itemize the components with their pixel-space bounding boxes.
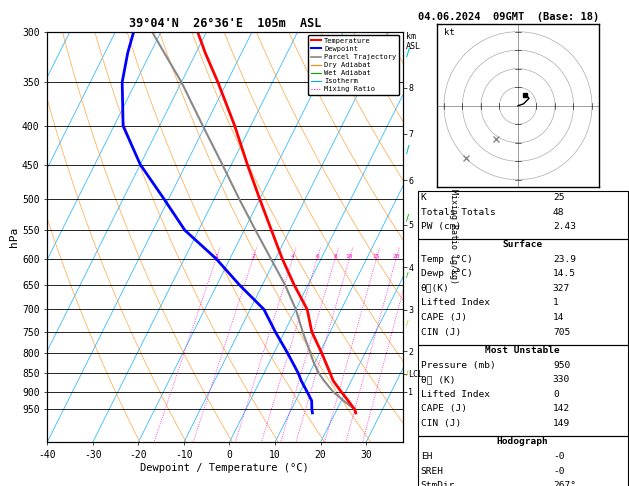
Text: Most Unstable: Most Unstable [486, 346, 560, 355]
Text: km
ASL: km ASL [406, 32, 421, 51]
Text: 330: 330 [553, 375, 570, 384]
Text: 950: 950 [553, 361, 570, 370]
Text: 14.5: 14.5 [553, 269, 576, 278]
Text: Lifted Index: Lifted Index [421, 390, 490, 399]
Text: θᴇ(K): θᴇ(K) [421, 284, 450, 293]
Text: 23.9: 23.9 [553, 255, 576, 264]
Text: 1: 1 [214, 254, 218, 259]
Text: PW (cm): PW (cm) [421, 222, 461, 231]
Text: CAPE (J): CAPE (J) [421, 313, 467, 322]
Text: -0: -0 [553, 467, 564, 476]
Text: 15: 15 [372, 254, 380, 259]
Legend: Temperature, Dewpoint, Parcel Trajectory, Dry Adiabat, Wet Adiabat, Isotherm, Mi: Temperature, Dewpoint, Parcel Trajectory… [308, 35, 399, 95]
Text: CAPE (J): CAPE (J) [421, 404, 467, 414]
Text: /: / [406, 214, 409, 223]
Text: 149: 149 [553, 419, 570, 428]
Text: /: / [406, 272, 409, 278]
Text: StmDir: StmDir [421, 481, 455, 486]
Text: 2.43: 2.43 [553, 222, 576, 231]
Text: 267°: 267° [553, 481, 576, 486]
Text: 6: 6 [315, 254, 319, 259]
Text: Lifted Index: Lifted Index [421, 298, 490, 308]
Text: /: / [406, 145, 409, 155]
Text: 04.06.2024  09GMT  (Base: 18): 04.06.2024 09GMT (Base: 18) [418, 12, 599, 22]
Text: 1: 1 [553, 298, 559, 308]
Text: /: / [406, 370, 409, 376]
Text: SREH: SREH [421, 467, 444, 476]
Text: CIN (J): CIN (J) [421, 419, 461, 428]
Text: Mixing Ratio (g/kg): Mixing Ratio (g/kg) [448, 190, 458, 284]
Text: 327: 327 [553, 284, 570, 293]
Text: K: K [421, 193, 426, 202]
Text: CIN (J): CIN (J) [421, 328, 461, 337]
Text: 14: 14 [553, 313, 564, 322]
Text: Surface: Surface [503, 240, 543, 249]
Text: 20: 20 [392, 254, 399, 259]
Text: /: / [406, 48, 409, 58]
Text: -0: -0 [553, 452, 564, 461]
Text: Dewp (°C): Dewp (°C) [421, 269, 472, 278]
Text: 0: 0 [553, 390, 559, 399]
Text: 142: 142 [553, 404, 570, 414]
Text: 8: 8 [333, 254, 337, 259]
Text: Temp (°C): Temp (°C) [421, 255, 472, 264]
X-axis label: Dewpoint / Temperature (°C): Dewpoint / Temperature (°C) [140, 463, 309, 473]
Text: kt: kt [444, 28, 455, 37]
Title: 39°04'N  26°36'E  105m  ASL: 39°04'N 26°36'E 105m ASL [129, 17, 321, 31]
Text: Pressure (mb): Pressure (mb) [421, 361, 496, 370]
Text: θᴇ (K): θᴇ (K) [421, 375, 455, 384]
Text: Hodograph: Hodograph [497, 437, 548, 447]
Text: 2: 2 [251, 254, 255, 259]
Text: EH: EH [421, 452, 432, 461]
Text: Totals Totals: Totals Totals [421, 208, 496, 217]
Text: 705: 705 [553, 328, 570, 337]
Text: 48: 48 [553, 208, 564, 217]
Y-axis label: hPa: hPa [9, 227, 19, 247]
Text: 25: 25 [553, 193, 564, 202]
Text: 4: 4 [291, 254, 294, 259]
Text: /: / [406, 320, 409, 326]
Text: 10: 10 [345, 254, 353, 259]
